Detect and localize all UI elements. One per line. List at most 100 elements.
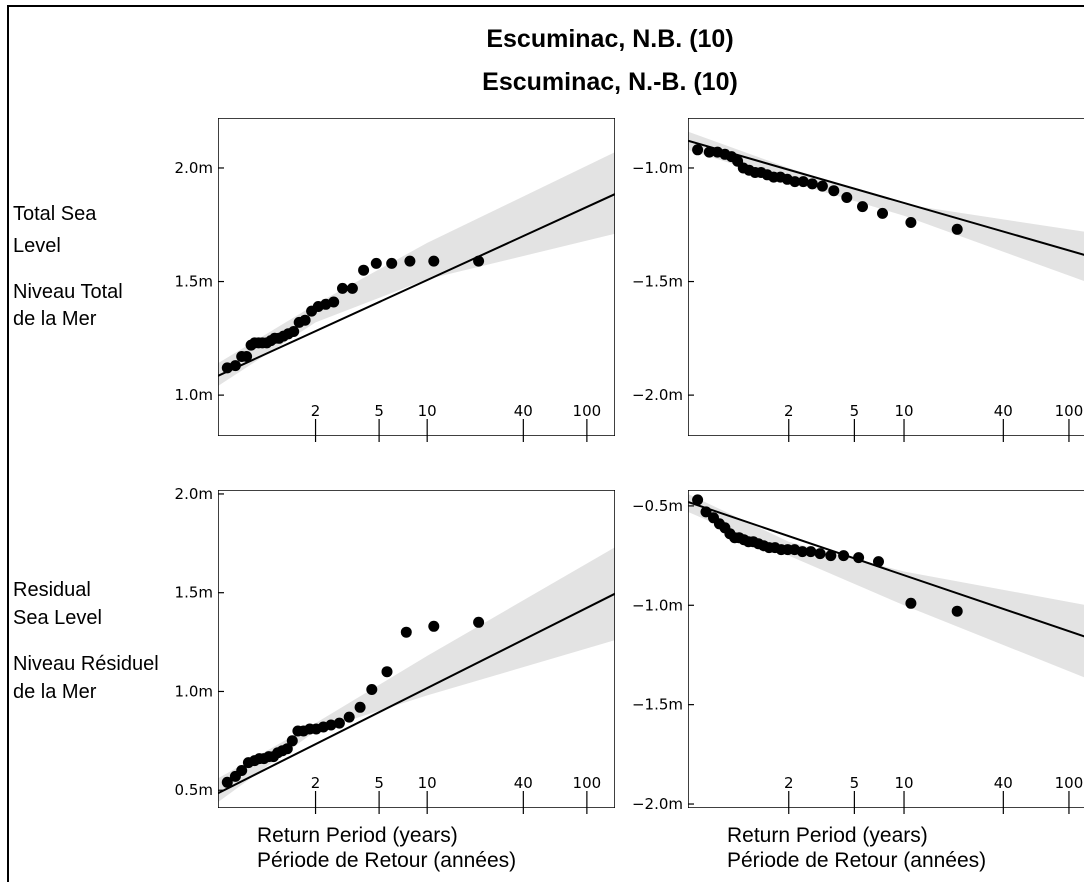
x-axis-label-fr-left: Période de Retour (années) [257, 849, 517, 872]
plot-total-max [218, 118, 615, 436]
data-point [692, 494, 704, 506]
data-point [806, 178, 818, 190]
data-point [286, 735, 298, 747]
data-point [877, 207, 888, 219]
y-tick-label: −0.5m [632, 497, 683, 515]
data-point [814, 548, 826, 560]
data-point [828, 185, 840, 197]
x-axis-label-en-right: Return Period (years) [727, 824, 928, 847]
y-tick-label: −2.0m [632, 386, 683, 404]
data-point [229, 360, 241, 372]
x-tick-label: 100 [1055, 774, 1084, 792]
data-point [805, 546, 817, 558]
row-label-residual-fr-1: Niveau Résiduel [13, 653, 159, 675]
chart-subtitle: Escuminac, N.-B. (10) [482, 68, 738, 96]
data-point [346, 282, 358, 294]
x-tick-label: 10 [894, 402, 913, 420]
confidence-band [218, 152, 615, 386]
data-point [796, 546, 808, 558]
y-tick-label: −1.5m [632, 696, 683, 714]
data-point [428, 620, 440, 632]
data-point [337, 282, 348, 294]
x-tick-label: 2 [784, 402, 794, 420]
data-point [333, 717, 345, 729]
data-point [473, 616, 485, 628]
data-point [381, 666, 393, 678]
data-point [816, 180, 828, 192]
data-point [236, 765, 248, 776]
data-point [853, 552, 865, 564]
y-tick-label: 1.0m [175, 682, 213, 700]
y-tick-label: −1.0m [632, 159, 683, 177]
data-point [299, 314, 311, 326]
data-point [358, 264, 370, 276]
confidence-band [218, 547, 615, 803]
y-tick-label: 1.0m [175, 386, 213, 404]
row-label-total-en-1: Total Sea [13, 203, 97, 225]
plot-residual-min [688, 490, 1084, 808]
y-tick-label: −1.5m [632, 273, 683, 291]
data-point [400, 626, 412, 638]
row-label-total-fr-2: de la Mer [13, 308, 97, 330]
data-point [328, 296, 340, 308]
x-tick-label: 2 [784, 774, 794, 792]
x-axis-label-fr-right: Période de Retour (années) [727, 849, 987, 872]
row-label-residual-en-1: Residual [13, 579, 91, 601]
y-tick-label: 1.5m [175, 584, 213, 602]
data-point [325, 719, 337, 731]
data-point [386, 257, 398, 269]
x-tick-label: 100 [573, 402, 602, 420]
row-label-total-fr-1: Niveau Total [13, 281, 123, 303]
data-point [825, 550, 837, 562]
data-point [789, 176, 801, 188]
x-tick-label: 40 [514, 402, 533, 420]
data-point [404, 255, 416, 267]
data-point [288, 326, 300, 337]
data-point [221, 776, 233, 788]
figure-frame [7, 5, 1084, 882]
y-tick-label: 2.0m [175, 159, 213, 177]
row-label-total-en-2: Level [13, 235, 61, 257]
data-point [841, 192, 853, 203]
plot-total-min [688, 118, 1084, 436]
data-point [703, 146, 715, 158]
x-tick-label: 5 [850, 402, 860, 420]
data-point [366, 684, 378, 695]
row-label-residual-fr-2: de la Mer [13, 681, 97, 703]
x-tick-label: 5 [374, 774, 384, 792]
row-label-residual-en-2: Sea Level [13, 607, 102, 629]
fit-line [218, 193, 615, 377]
data-point [951, 605, 963, 617]
y-tick-label: −2.0m [632, 795, 683, 813]
chart-title: Escuminac, N.B. (10) [486, 25, 734, 53]
data-point [428, 255, 440, 267]
x-tick-label: 40 [994, 402, 1013, 420]
x-tick-label: 40 [514, 774, 533, 792]
data-point [905, 597, 917, 609]
data-point [343, 711, 355, 723]
data-point [873, 556, 884, 568]
x-tick-label: 100 [1055, 402, 1084, 420]
data-point [857, 201, 868, 213]
y-tick-label: 0.5m [175, 781, 213, 799]
data-point [370, 257, 382, 269]
fit-line [688, 500, 1084, 638]
x-axis-label-en-left: Return Period (years) [257, 824, 458, 847]
confidence-band [688, 494, 1084, 678]
data-point [241, 351, 253, 362]
x-tick-label: 10 [418, 774, 437, 792]
fit-line [218, 592, 615, 795]
x-tick-label: 5 [374, 402, 384, 420]
data-point [473, 255, 485, 267]
data-point [797, 176, 809, 188]
y-tick-label: 2.0m [175, 485, 213, 503]
data-point [354, 701, 366, 713]
data-point [905, 217, 917, 228]
fit-line [688, 139, 1084, 256]
y-tick-label: 1.5m [175, 273, 213, 291]
x-tick-label: 5 [850, 774, 860, 792]
x-tick-label: 2 [311, 402, 321, 420]
data-point [281, 743, 293, 755]
y-tick-label: −1.0m [632, 596, 683, 614]
